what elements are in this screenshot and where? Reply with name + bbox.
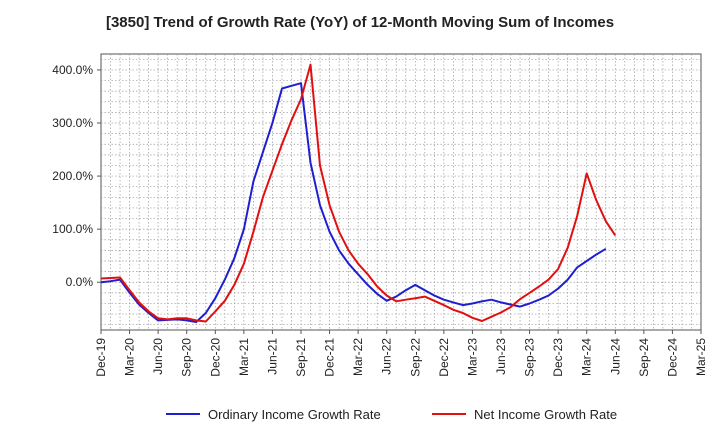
y-tick-label: 300.0% xyxy=(52,116,93,130)
x-tick-label: Sep-22 xyxy=(408,338,422,377)
ordinary-income-series-line xyxy=(100,82,607,323)
x-tick-label: Dec-22 xyxy=(437,338,451,377)
net-income-series-line xyxy=(100,63,617,323)
y-tick-label: 100.0% xyxy=(52,222,93,236)
x-tick-label: Mar-21 xyxy=(237,338,251,376)
x-tick-label: Jun-23 xyxy=(494,338,508,375)
x-tick-label: Mar-22 xyxy=(351,338,365,376)
x-tick-label: Sep-23 xyxy=(523,338,537,377)
x-tick-label: Sep-20 xyxy=(180,338,194,377)
y-tick-label: 200.0% xyxy=(52,169,93,183)
chart-title: [3850] Trend of Growth Rate (YoY) of 12-… xyxy=(105,14,615,31)
x-tick-label: Mar-24 xyxy=(580,338,594,376)
x-tick-label: Mar-23 xyxy=(465,338,479,376)
legend-label: Ordinary Income Growth Rate xyxy=(208,407,381,422)
x-tick-label: Sep-24 xyxy=(637,338,651,377)
x-tick-label: Jun-20 xyxy=(151,338,165,375)
y-tick-label: 400.0% xyxy=(52,63,93,77)
x-tick-label: Dec-21 xyxy=(323,338,337,377)
x-tick-label: Dec-20 xyxy=(208,338,222,377)
x-tick-label: Mar-20 xyxy=(123,338,137,376)
y-tick-label: 0.0% xyxy=(66,275,94,289)
x-tick-label: Jun-21 xyxy=(265,338,279,375)
plot-area xyxy=(100,53,702,331)
x-tick-label: Jun-24 xyxy=(608,338,622,375)
x-tick-label: Dec-23 xyxy=(551,338,565,377)
x-tick-label: Dec-19 xyxy=(94,338,108,377)
legend-label: Net Income Growth Rate xyxy=(474,407,617,422)
x-tick-label: Dec-24 xyxy=(665,338,679,377)
x-tick-label: Mar-25 xyxy=(694,338,708,376)
x-tick-label: Jun-22 xyxy=(380,338,394,375)
x-tick-label: Sep-21 xyxy=(294,338,308,377)
